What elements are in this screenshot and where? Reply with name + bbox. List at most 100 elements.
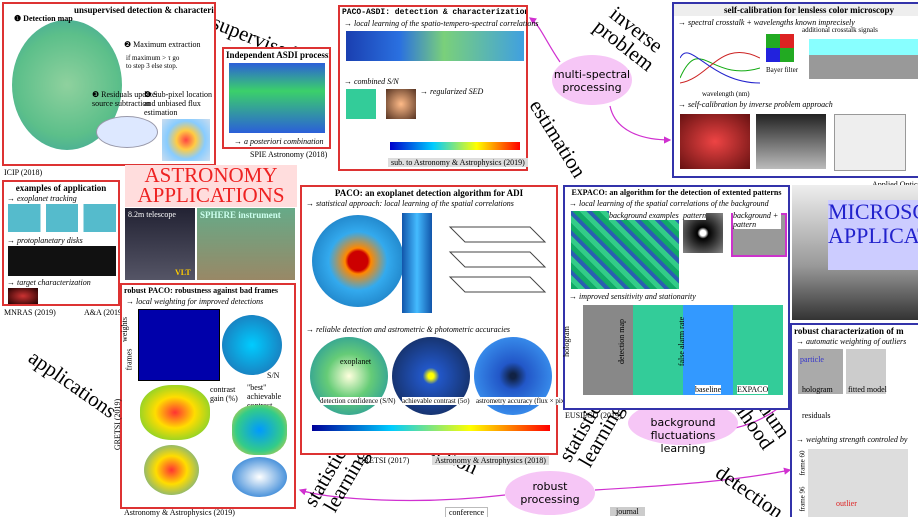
panel-title: robust PACO: robustness against bad fram… (124, 286, 279, 295)
panel: EXPACO: an algorithm for the detection o… (561, 185, 790, 410)
step: ❷ Maximum extraction (124, 40, 201, 49)
caption: Applied Optics (872, 180, 918, 189)
image (583, 305, 783, 395)
image (162, 119, 210, 161)
text: EXPACO (737, 385, 769, 394)
panel: unsupervised detection & characterizatio… (2, 2, 216, 166)
step: ❸ Residuals update: source subtraction (92, 90, 158, 108)
panel-title: PACO-ASDI: detection & characterization … (342, 8, 526, 17)
text: S/N (267, 371, 280, 380)
image (8, 246, 116, 276)
caption: sub. to Astronomy & Astrophysics (2019) (388, 158, 528, 167)
image (386, 89, 416, 119)
photo (197, 208, 295, 280)
text: astrometry accuracy (flux × pix.) (476, 397, 569, 405)
caption: Astronomy & Astrophysics (2019) (124, 508, 235, 517)
bubble (505, 471, 595, 515)
text: hologram (802, 385, 833, 394)
arrow (298, 488, 506, 502)
heading: MICROSCOPY APPLICATIONS (828, 200, 918, 270)
text: → reliable detection and astrometric & p… (306, 325, 511, 334)
caption: GRETSI (2017) (358, 456, 410, 465)
panel-title: PACO: an exoplanet detection algorithm f… (334, 188, 524, 198)
text: → local learning of the spatio-tempero-s… (344, 19, 539, 28)
bubble-label: multi-spectral processing (553, 68, 631, 94)
plot (680, 51, 760, 84)
colorbar (390, 142, 520, 150)
image (96, 116, 158, 148)
text: fitted model (848, 385, 887, 394)
text: residuals (802, 411, 831, 420)
text: → spectral crosstalk + wavelengths known… (678, 18, 855, 27)
legend-journal: journal (610, 507, 645, 516)
image (834, 114, 906, 171)
bubble-label: robust processing (520, 480, 580, 506)
image (346, 31, 524, 61)
text: → automatic weighting of outliers (796, 337, 907, 346)
text: frame 96 (798, 486, 807, 512)
text: frame 60 (798, 450, 807, 476)
image (808, 449, 908, 517)
text: detection map (617, 318, 627, 365)
diagram (448, 226, 547, 293)
text: outlier (836, 499, 857, 508)
image (8, 288, 38, 304)
image (232, 405, 287, 455)
image (138, 309, 220, 381)
text: Bayer filter (766, 66, 799, 74)
text: hologram (561, 326, 571, 357)
text: baseline (695, 385, 722, 394)
caption: SPIE Astronomy (2018) (250, 150, 328, 159)
caption: GRETSI (2019) (113, 398, 123, 451)
text: additional crosstalk signals (802, 26, 878, 34)
bubble-label: background fluctuations learning (650, 416, 716, 455)
text: background examples (609, 211, 679, 220)
text: → improved sensitivity and stationarity (569, 292, 696, 301)
panel: robust characterization of m → automatic… (790, 323, 918, 517)
panel: self-calibration for lensless color micr… (672, 2, 918, 178)
text: → target characterization (7, 278, 91, 287)
text: → combined S/N (344, 77, 399, 86)
image (144, 445, 199, 495)
image (846, 349, 886, 394)
panel: PACO: an exoplanet detection algorithm f… (300, 185, 569, 455)
panel-title: robust characterization of m (794, 326, 904, 336)
panel-title: examples of application (15, 183, 107, 193)
bubble (628, 401, 738, 445)
image (8, 204, 116, 232)
text: particle (800, 355, 824, 364)
photo-label: VLT (175, 268, 191, 277)
image (222, 315, 282, 375)
text: false alarm rate (677, 316, 687, 367)
panel: robust PACO: robustness against bad fram… (120, 283, 296, 509)
arrow (529, 17, 561, 63)
text: → weighting strength controled by (796, 435, 908, 444)
text: → protoplanetary disks (7, 236, 83, 245)
photo (125, 208, 195, 280)
colorbar (312, 425, 550, 431)
caption: A&A (2019) (84, 308, 125, 317)
step: ❹ Sub-pixel location and unbiased flux e… (144, 90, 213, 117)
image (346, 89, 376, 119)
image (809, 39, 918, 79)
step: if maximum > τ go to step 3 else stop. (126, 54, 180, 70)
text: background + pattern (733, 211, 781, 229)
panel: examples of application → exoplanet trac… (2, 180, 120, 306)
text: → local learning of the spatial correlat… (569, 199, 769, 208)
panel-title: self-calibration for lensless color micr… (674, 4, 918, 16)
text: weights (119, 317, 129, 342)
text: exoplanet (340, 357, 372, 366)
caption: ICIP (2018) (4, 168, 43, 177)
panel-title: EXPACO: an algorithm for the detection o… (571, 188, 782, 197)
image (680, 114, 750, 169)
image (232, 457, 287, 497)
image (798, 349, 843, 394)
text: frames (124, 348, 134, 371)
image (229, 63, 325, 133)
image (402, 213, 432, 313)
caption: EUSIPCO (2019) (565, 411, 622, 420)
panel-title: Independent ASDI processing (226, 50, 329, 60)
image (571, 211, 679, 289)
